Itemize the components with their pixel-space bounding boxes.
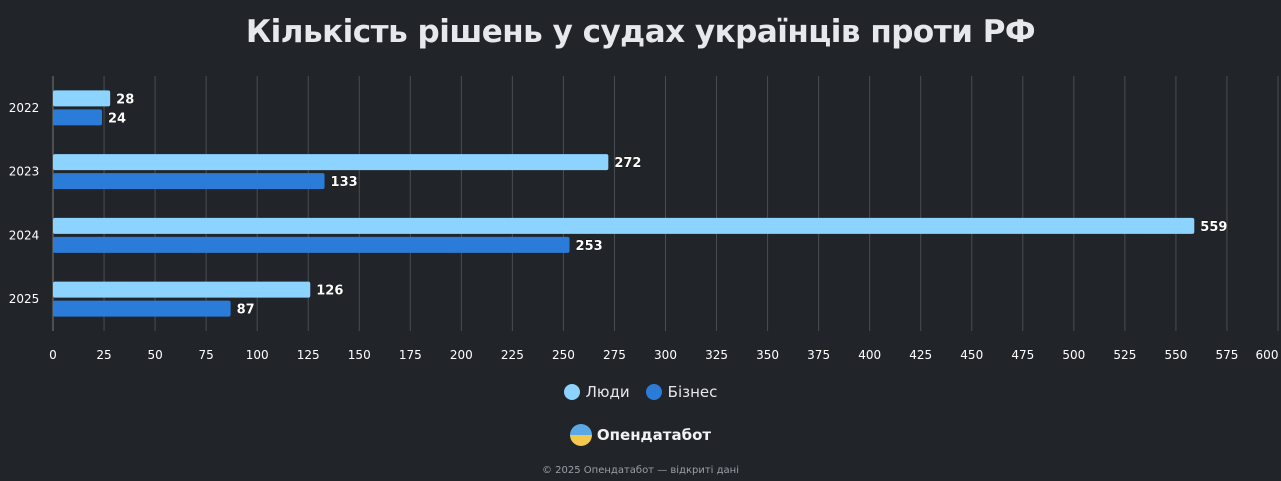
footer: © 2025 Опендатабот — відкриті дані [542, 465, 739, 476]
data-label: 87 [237, 303, 255, 318]
x-tick-label: 600 [1256, 348, 1279, 362]
x-tick-label: 100 [246, 348, 269, 362]
bar-business [53, 109, 102, 126]
x-tick-label: 575 [1216, 348, 1239, 362]
x-tick-label: 475 [1011, 348, 1034, 362]
data-label: 126 [316, 284, 343, 299]
legend-swatch [563, 384, 580, 400]
x-tick-label: 375 [807, 348, 830, 362]
x-tick-label: 525 [1113, 348, 1136, 362]
y-tick-label: 2025 [9, 292, 40, 306]
bar-people [53, 154, 609, 171]
bar-business [53, 236, 570, 253]
x-tick-label: 500 [1062, 348, 1085, 362]
bar-people [53, 281, 311, 298]
opendatabot-logo-icon [569, 424, 592, 446]
data-label: 559 [1200, 220, 1227, 235]
legend-item-business[interactable]: Бізнес [645, 383, 717, 401]
bar-people [53, 217, 1195, 234]
x-tick-label: 125 [297, 348, 320, 362]
data-label: 253 [576, 239, 603, 254]
x-tick-label: 50 [147, 348, 162, 362]
data-label: 28 [116, 92, 134, 107]
bar-business [53, 173, 325, 190]
x-tick-label: 0 [49, 348, 57, 362]
bar-business [53, 300, 231, 317]
bar-people [53, 90, 111, 107]
data-label: 24 [108, 111, 126, 126]
y-tick-label: 2024 [9, 228, 40, 242]
data-label: 272 [614, 156, 641, 171]
x-tick-label: 550 [1164, 348, 1187, 362]
brand[interactable]: Опендатабот [0, 424, 1281, 446]
x-tick-label: 325 [705, 348, 728, 362]
x-tick-label: 300 [654, 348, 677, 362]
x-tick-label: 200 [450, 348, 473, 362]
x-tick-label: 450 [960, 348, 983, 362]
x-tick-label: 150 [348, 348, 371, 362]
data-label: 133 [331, 175, 358, 190]
x-tick-label: 400 [858, 348, 881, 362]
legend-swatch [645, 384, 662, 400]
x-tick-label: 425 [909, 348, 932, 362]
y-tick-label: 2023 [9, 165, 40, 179]
bar-chart: 0 25 50 75 100 125 150 175 200 225 250 275 300 325 350… [9, 76, 1279, 362]
x-tick-label: 275 [603, 348, 626, 362]
x-tick-label: 175 [399, 348, 422, 362]
x-tick-label: 250 [552, 348, 575, 362]
x-tick-label: 75 [198, 348, 213, 362]
x-tick-label: 350 [756, 348, 779, 362]
x-tick-label: 225 [501, 348, 524, 362]
y-tick-label: 2022 [9, 101, 40, 115]
chart-title: Кількість рішень у судах українців проти… [245, 14, 1036, 50]
x-tick-label: 25 [96, 348, 111, 362]
legend: Люди Бізнес [0, 383, 1281, 401]
legend-item-people[interactable]: Люди [563, 383, 630, 401]
